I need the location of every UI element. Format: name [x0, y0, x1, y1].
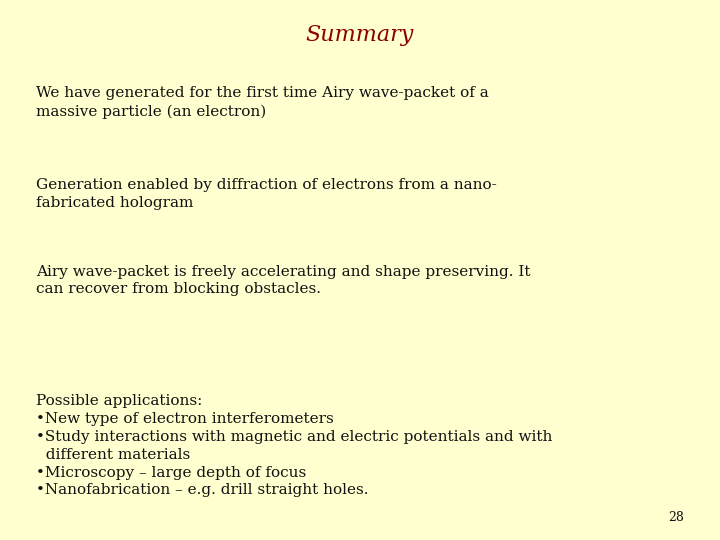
Text: Generation enabled by diffraction of electrons from a nano-
fabricated hologram: Generation enabled by diffraction of ele…	[36, 178, 497, 210]
Text: We have generated for the first time Airy wave-packet of a
massive particle (an : We have generated for the first time Air…	[36, 86, 489, 119]
Text: Airy wave-packet is freely accelerating and shape preserving. It
can recover fro: Airy wave-packet is freely accelerating …	[36, 265, 531, 296]
Text: Possible applications:
•New type of electron interferometers
•Study interactions: Possible applications: •New type of elec…	[36, 394, 552, 497]
Text: Summary: Summary	[306, 24, 414, 46]
Text: 28: 28	[668, 511, 684, 524]
